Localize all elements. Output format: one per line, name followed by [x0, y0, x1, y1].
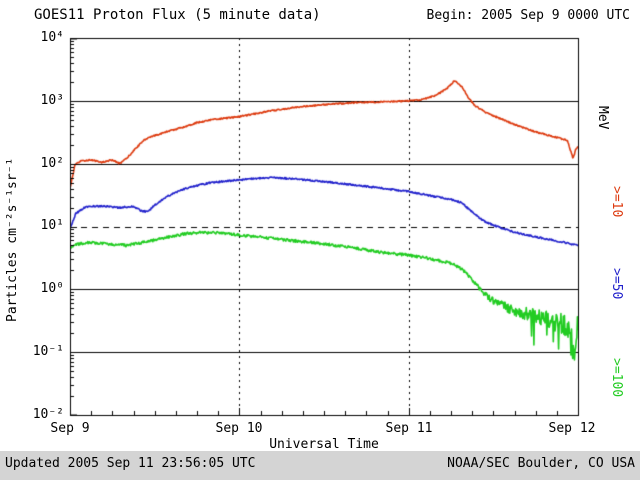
y-tick-label-1e0: 10⁰ [40, 281, 64, 296]
footer-bar: Updated 2005 Sep 11 23:56:05 UTC NOAA/SE… [0, 451, 640, 480]
y-tick-label-1e4: 10⁴ [40, 30, 64, 45]
x-tick-label-sep11: Sep 11 [385, 421, 433, 436]
y-tick-label-1e-2: 10⁻² [32, 407, 64, 422]
y-tick-label-1e1: 10¹ [40, 218, 64, 233]
x-tick-label-sep9: Sep 9 [50, 421, 90, 436]
y-tick-label-1e-1: 10⁻¹ [32, 344, 64, 359]
right-axis-unit: MeV [595, 106, 610, 130]
y-tick-label-1e3: 10³ [40, 93, 64, 108]
series-label-ge50: >=50 [609, 268, 624, 300]
series-label-ge10: >=10 [609, 186, 624, 218]
updated-timestamp: Updated 2005 Sep 11 23:56:05 UTC [5, 456, 256, 471]
x-axis-title: Universal Time [269, 437, 379, 452]
source-credit: NOAA/SEC Boulder, CO USA [447, 456, 635, 471]
series-label-ge100: >=100 [609, 358, 624, 398]
y-tick-label-1e2: 10² [40, 156, 64, 171]
x-tick-label-sep10: Sep 10 [215, 421, 263, 436]
begin-time-label: Begin: 2005 Sep 9 0000 UTC [426, 8, 631, 23]
chart-title: GOES11 Proton Flux (5 minute data) [34, 7, 321, 23]
y-axis-title: Particles cm⁻²s⁻¹sr⁻¹ [5, 157, 20, 322]
x-tick-label-sep12: Sep 12 [548, 421, 596, 436]
